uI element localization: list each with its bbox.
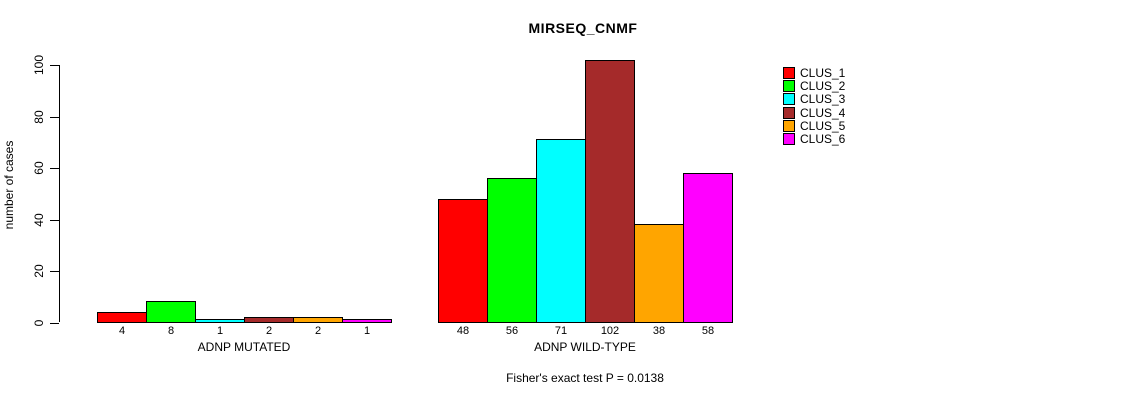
x-group-label-adnp-mutated: ADNP MUTATED	[197, 340, 291, 354]
legend-swatch-clus-1	[783, 67, 795, 79]
bar-value-label-adnp-wild-type-clus-2: 56	[505, 325, 519, 337]
bar-value-label-adnp-wild-type-clus-4: 102	[600, 325, 620, 337]
y-axis-tick-label: 0	[32, 319, 46, 327]
y-axis-tick-label: 80	[32, 110, 46, 124]
bar-value-label-adnp-mutated-clus-3: 1	[216, 325, 224, 337]
bar-adnp-mutated-clus-2	[146, 301, 196, 323]
bar-adnp-wild-type-clus-5	[634, 224, 684, 323]
bar-value-label-adnp-wild-type-clus-1: 48	[456, 325, 470, 337]
legend-label: CLUS_2	[800, 79, 846, 93]
legend-item-clus-4: CLUS_4	[783, 107, 845, 119]
annotation-fisher-test: Fisher's exact test P = 0.0138	[506, 371, 664, 385]
x-group-label-adnp-wild-type: ADNP WILD-TYPE	[534, 340, 636, 354]
bar-adnp-wild-type-clus-6	[683, 173, 733, 323]
legend-item-clus-6: CLUS_6	[783, 133, 845, 145]
legend: CLUS_1 CLUS_2 CLUS_3 CLUS_4 CLUS_5 CLUS_6	[783, 67, 923, 157]
y-axis-tick-label: 60	[32, 161, 46, 175]
bar-adnp-mutated-clus-5	[293, 317, 343, 323]
bar-value-label-adnp-mutated-clus-5: 2	[314, 325, 322, 337]
bar-adnp-wild-type-clus-2	[487, 178, 537, 323]
bar-value-label-adnp-mutated-clus-2: 8	[167, 325, 175, 337]
legend-label: CLUS_4	[800, 106, 846, 120]
y-axis-tick	[50, 117, 59, 118]
bar-value-label-adnp-wild-type-clus-6: 58	[701, 325, 715, 337]
legend-label: CLUS_1	[800, 66, 846, 80]
legend-swatch-clus-5	[783, 120, 795, 132]
legend-item-clus-2: CLUS_2	[783, 80, 845, 92]
chart-title: MIRSEQ_CNMF	[528, 20, 638, 36]
bar-adnp-wild-type-clus-1	[438, 199, 488, 323]
bar-value-label-adnp-mutated-clus-1: 4	[118, 325, 126, 337]
legend-swatch-clus-2	[783, 80, 795, 92]
bar-adnp-mutated-clus-6	[342, 319, 392, 323]
y-axis-tick	[50, 168, 59, 169]
bar-adnp-mutated-clus-4	[244, 317, 294, 323]
bar-value-label-adnp-mutated-clus-4: 2	[265, 325, 273, 337]
legend-swatch-clus-6	[783, 133, 795, 145]
legend-swatch-clus-4	[783, 107, 795, 119]
bar-value-label-adnp-mutated-clus-6: 1	[363, 325, 371, 337]
y-axis-tick	[50, 65, 59, 66]
legend-label: CLUS_3	[800, 92, 846, 106]
y-axis-tick-label: 40	[32, 213, 46, 227]
legend-label: CLUS_5	[800, 119, 846, 133]
legend-item-clus-3: CLUS_3	[783, 93, 845, 105]
bar-adnp-mutated-clus-1	[97, 312, 147, 323]
y-axis-tick	[50, 220, 59, 221]
legend-item-clus-1: CLUS_1	[783, 67, 845, 79]
bar-adnp-wild-type-clus-3	[536, 139, 586, 323]
y-axis-tick	[50, 271, 59, 272]
y-axis-tick	[50, 323, 59, 324]
legend-swatch-clus-3	[783, 93, 795, 105]
y-axis-line	[59, 65, 60, 322]
bar-adnp-mutated-clus-3	[195, 319, 245, 323]
legend-item-clus-5: CLUS_5	[783, 120, 845, 132]
bar-adnp-wild-type-clus-4	[585, 60, 635, 323]
y-axis-tick-label: 20	[32, 264, 46, 278]
y-axis-tick-label: 100	[32, 54, 46, 76]
bar-value-label-adnp-wild-type-clus-3: 71	[554, 325, 568, 337]
bar-value-label-adnp-wild-type-clus-5: 38	[652, 325, 666, 337]
legend-label: CLUS_6	[800, 132, 846, 146]
